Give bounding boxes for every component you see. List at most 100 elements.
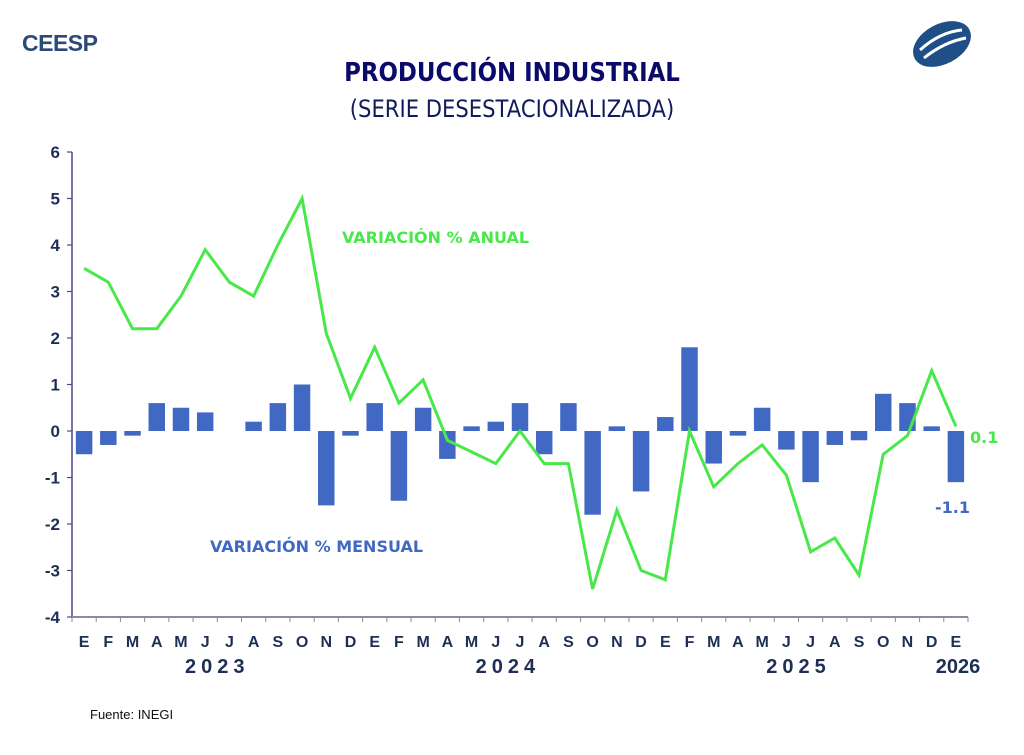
x-tick-label: J xyxy=(516,634,525,651)
x-tick-label: J xyxy=(491,634,500,651)
monthly-end-label: -1.1 xyxy=(935,498,970,517)
monthly-bar xyxy=(608,426,626,431)
x-tick-label: F xyxy=(103,634,113,651)
monthly-bar xyxy=(172,407,190,431)
monthly-bar xyxy=(269,403,287,431)
monthly-bar xyxy=(875,393,892,431)
monthly-bar xyxy=(802,431,819,483)
monthly-bar xyxy=(511,403,529,431)
y-tick-label: 4 xyxy=(51,236,61,255)
monthly-bar xyxy=(245,421,262,431)
brand-name: CEESP xyxy=(22,30,98,56)
monthly-bar xyxy=(124,431,141,436)
monthly-bar xyxy=(439,431,456,459)
monthly-bar xyxy=(705,431,722,464)
x-tick-label: S xyxy=(854,634,865,651)
monthly-bar xyxy=(753,407,771,431)
x-tick-label: N xyxy=(320,634,332,651)
y-tick-labels: 6 5 4 3 2 1 0 -1 -2 -3 -4 xyxy=(45,143,61,627)
legend-monthly: VARIACIÓN % MENSUAL xyxy=(210,537,423,556)
y-tick-label: 6 xyxy=(51,143,60,162)
source-note: Fuente: INEGI xyxy=(90,707,174,722)
annual-end-label: 0.1 xyxy=(970,428,998,447)
x-tick-label: N xyxy=(611,634,623,651)
x-tick-label: O xyxy=(586,634,598,651)
x-tick-label: M xyxy=(126,634,139,651)
x-tick-label: M xyxy=(416,634,429,651)
annual-line xyxy=(83,193,958,590)
y-tick-label: -1 xyxy=(45,469,60,488)
x-tick-label: A xyxy=(538,634,550,651)
x-tick-label: S xyxy=(273,634,284,651)
monthly-bar xyxy=(366,403,383,431)
monthly-bars xyxy=(75,347,965,515)
x-tick-label: M xyxy=(174,634,187,651)
x-tick-label: J xyxy=(201,634,210,651)
x-tick-label: J xyxy=(225,634,234,651)
monthly-bar xyxy=(560,403,577,431)
monthly-bar xyxy=(100,431,117,445)
monthly-bar xyxy=(75,431,93,455)
monthly-bar xyxy=(826,431,844,445)
x-tick-label: J xyxy=(782,634,791,651)
monthly-bar xyxy=(778,431,795,450)
x-tick-label: A xyxy=(732,634,744,651)
monthly-bar xyxy=(923,426,940,431)
x-tick-label: A xyxy=(829,634,841,651)
x-tick-label: M xyxy=(465,634,478,651)
x-tick-label: A xyxy=(442,634,454,651)
monthly-bar xyxy=(414,407,432,431)
x-tick-label: F xyxy=(685,634,695,651)
monthly-bar xyxy=(947,431,965,483)
year-label: 2024 xyxy=(476,656,541,678)
x-tick-label: S xyxy=(563,634,574,651)
chart-title: PRODUCCIÓN INDUSTRIAL xyxy=(344,58,680,88)
x-tick-label: E xyxy=(951,634,962,651)
monthly-bar xyxy=(729,431,747,436)
y-tick-label: 1 xyxy=(51,376,60,395)
year-label: 2026 xyxy=(936,656,981,678)
x-tick-label: D xyxy=(345,634,357,651)
x-tick-label: M xyxy=(707,634,720,651)
monthly-bar xyxy=(657,417,674,431)
y-tick-label: -2 xyxy=(45,515,60,534)
monthly-bar xyxy=(584,431,601,515)
chart-subtitle: (SERIE DESESTACIONALIZADA) xyxy=(349,95,675,123)
axes xyxy=(67,151,969,622)
monthly-bar xyxy=(850,431,868,441)
x-tick-label: N xyxy=(902,634,914,651)
monthly-bar xyxy=(318,431,335,506)
legend-annual: VARIACIÓN % ANUAL xyxy=(342,228,529,247)
monthly-bar xyxy=(293,384,311,431)
x-tick-label: M xyxy=(755,634,768,651)
y-tick-label: -4 xyxy=(45,608,61,627)
monthly-bar xyxy=(196,412,214,431)
x-tick-label: E xyxy=(369,634,380,651)
x-tick-label: D xyxy=(635,634,647,651)
x-tick-label: E xyxy=(79,634,90,651)
x-tick-label: F xyxy=(394,634,404,651)
y-tick-label: 3 xyxy=(51,283,60,302)
y-tick-label: 2 xyxy=(51,329,60,348)
x-tick-label: O xyxy=(296,634,308,651)
y-tick-label: 0 xyxy=(51,422,60,441)
monthly-bar xyxy=(342,431,359,436)
x-tick-label: D xyxy=(926,634,938,651)
x-tick-label: A xyxy=(151,634,163,651)
x-tick-label: J xyxy=(806,634,815,651)
monthly-bar xyxy=(681,347,698,431)
monthly-bar xyxy=(535,431,553,455)
x-tick-label: A xyxy=(248,634,260,651)
monthly-bar xyxy=(390,431,408,501)
monthly-bar xyxy=(148,403,165,431)
monthly-bar xyxy=(632,431,650,492)
x-tick-label: E xyxy=(660,634,671,651)
year-label: 2023 xyxy=(185,656,250,678)
monthly-bar xyxy=(487,421,505,431)
x-tick-label: O xyxy=(877,634,889,651)
year-label: 2025 xyxy=(766,656,831,678)
y-tick-label: 5 xyxy=(51,190,60,209)
ceesp-logo-icon xyxy=(913,21,971,67)
annual-line-path xyxy=(83,193,958,590)
